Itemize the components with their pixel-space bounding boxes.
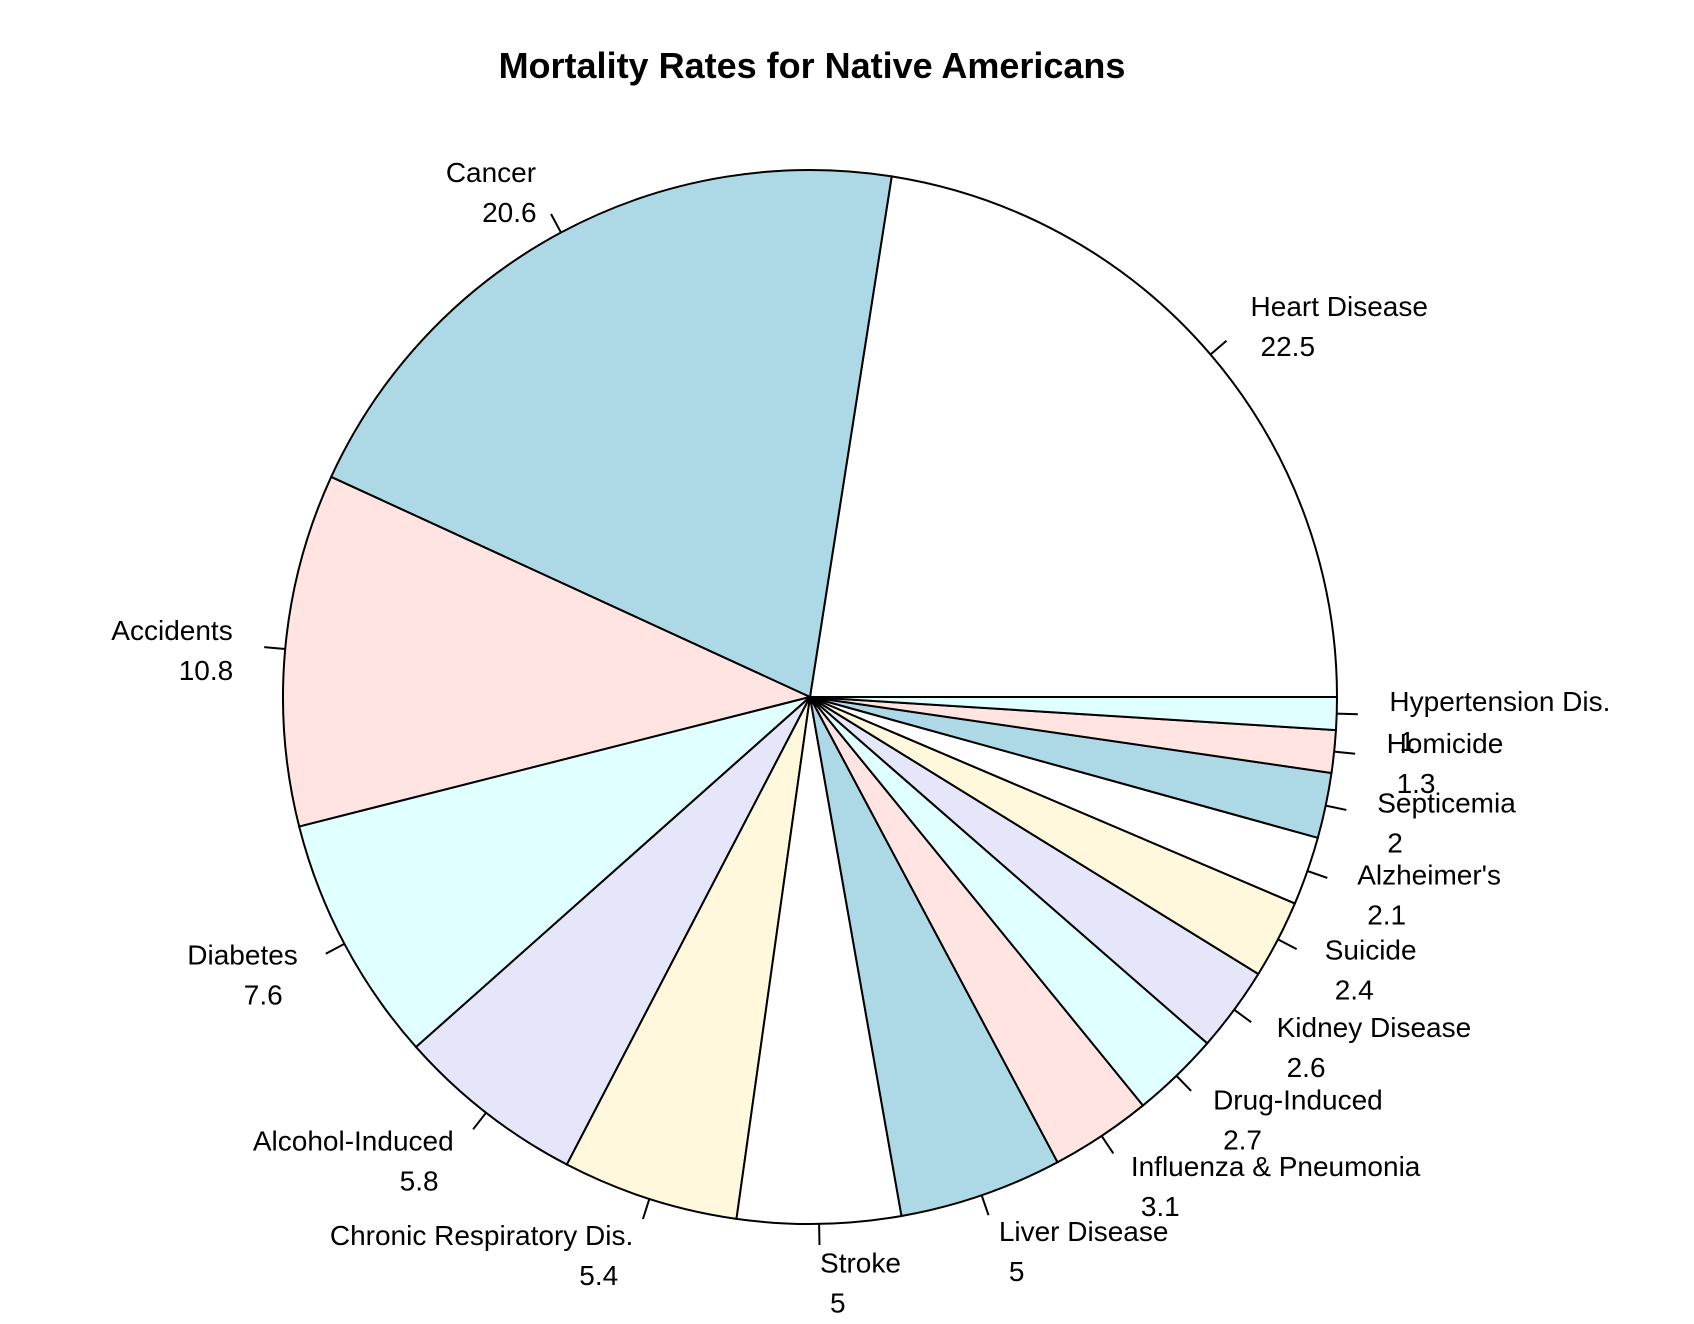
slice-value-heart-disease: 22.5 [1261, 331, 1316, 362]
label-tick-chronic-respiratory-dis [641, 1198, 651, 1220]
chart-title: Mortality Rates for Native Americans [499, 45, 1126, 86]
label-tick-septicemia [1325, 804, 1347, 811]
slice-value-cancer: 20.6 [482, 197, 536, 228]
slice-value-alzheimer-s: 2.1 [1367, 899, 1406, 930]
label-tick-cancer [550, 213, 562, 234]
slice-value-accidents: 10.8 [179, 655, 234, 686]
label-tick-alcohol-induced [472, 1112, 487, 1130]
slice-value-homicide: 1.3 [1397, 768, 1436, 799]
slice-label-chronic-respiratory-dis: Chronic Respiratory Dis. [330, 1220, 633, 1251]
slice-value-alcohol-induced: 5.8 [400, 1165, 439, 1196]
slice-label-cancer: Cancer [446, 157, 536, 188]
label-tick-heart-disease [1209, 340, 1228, 356]
slice-value-diabetes: 7.6 [244, 980, 283, 1011]
slice-label-alzheimer-s: Alzheimer's [1357, 859, 1501, 890]
slice-label-alcohol-induced: Alcohol-Induced [253, 1125, 454, 1156]
slice-label-homicide: Homicide [1387, 728, 1504, 759]
pie-slices [282, 169, 1339, 1225]
slice-stroke [735, 696, 903, 1225]
slice-alcohol-induced [414, 696, 811, 1166]
slice-label-drug-induced: Drug-Induced [1213, 1085, 1383, 1116]
pie-labels: Heart Disease 22.5 Cancer 20.6 Accidents 10.8… [111, 157, 1610, 1319]
label-tick-diabetes [325, 942, 345, 955]
label-tick-kidney-disease [1233, 1008, 1252, 1024]
slice-label-suicide: Suicide [1325, 935, 1417, 966]
label-tick-liver-disease [980, 1194, 990, 1216]
slice-value-suicide: 2.4 [1335, 975, 1374, 1006]
slice-label-influenza-pneumonia: Influenza & Pneumonia [1131, 1151, 1421, 1182]
slice-label-stroke: Stroke [820, 1248, 901, 1279]
slice-value-chronic-respiratory-dis: 5.4 [579, 1260, 618, 1291]
label-tick-drug-induced [1175, 1075, 1192, 1092]
slice-value-kidney-disease: 2.6 [1287, 1052, 1326, 1083]
label-tick-accidents [264, 646, 286, 651]
slice-value-stroke: 5 [830, 1288, 846, 1319]
slice-label-diabetes: Diabetes [187, 940, 298, 971]
label-tick-hypertension-dis [1336, 712, 1358, 716]
slice-label-hypertension-dis: Hypertension Dis. [1389, 686, 1610, 717]
label-tick-homicide [1334, 750, 1356, 755]
slice-label-accidents: Accidents [111, 615, 232, 646]
label-tick-influenza-pneumonia [1100, 1135, 1115, 1155]
slice-accidents [282, 475, 813, 828]
slice-liver-disease [809, 696, 1059, 1218]
slice-value-influenza-pneumonia: 3.1 [1141, 1191, 1180, 1222]
slice-value-liver-disease: 5 [1009, 1256, 1025, 1287]
slice-heart-disease [808, 175, 1339, 698]
slice-value-septicemia: 2 [1387, 827, 1403, 858]
slice-label-septicemia: Septicemia [1377, 787, 1516, 818]
slice-label-heart-disease: Heart Disease [1251, 291, 1428, 322]
slice-value-hypertension-dis: 1 [1399, 726, 1415, 757]
slice-value-drug-induced: 2.7 [1223, 1125, 1262, 1156]
label-tick-alzheimer-s [1307, 870, 1328, 879]
slice-label-kidney-disease: Kidney Disease [1277, 1012, 1472, 1043]
slice-label-liver-disease: Liver Disease [999, 1216, 1169, 1247]
label-tick-suicide [1277, 938, 1298, 951]
